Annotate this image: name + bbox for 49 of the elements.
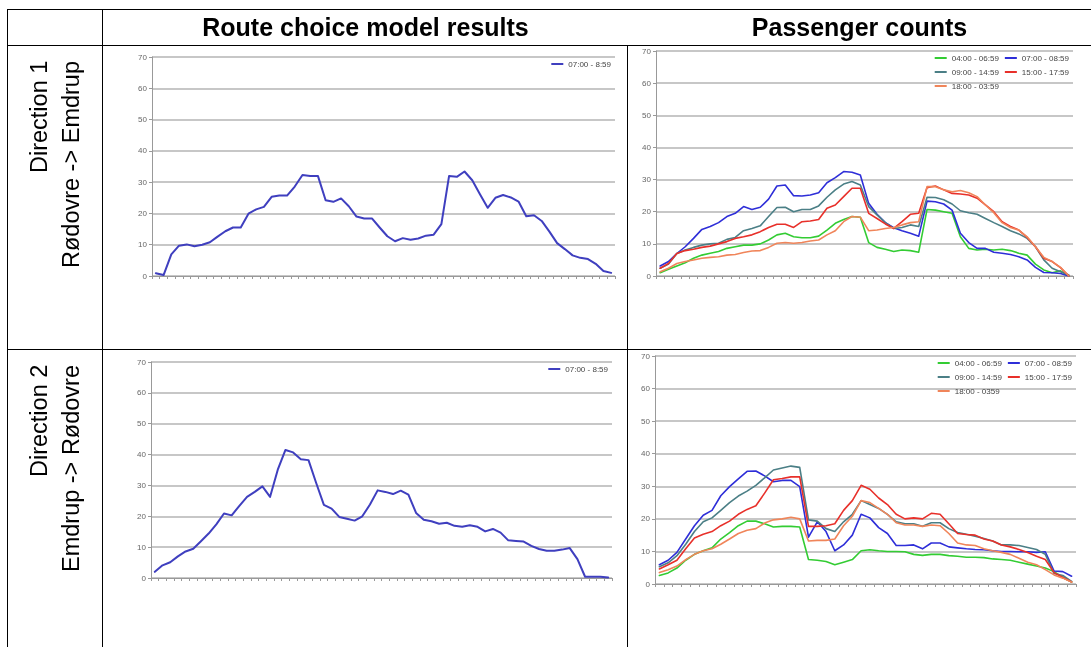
y-tick-label: 70 <box>641 351 651 361</box>
legend-label: 07:00 - 08:59 <box>1024 358 1073 368</box>
y-tick-label: 50 <box>642 110 652 120</box>
y-tick-label: 0 <box>646 271 652 281</box>
legend-label: 18:00 - 03:59 <box>951 81 1000 91</box>
y-tick-label: 70 <box>642 46 652 56</box>
y-axis-title: Direction 2 Emdrup -> Rødovre <box>25 365 85 573</box>
y-tick-label: 30 <box>642 175 652 185</box>
y-tick-label: 10 <box>641 546 651 556</box>
y-tick-label: 40 <box>642 142 652 152</box>
legend-label: 04:00 - 06:59 <box>954 358 1003 368</box>
y-tick-label: 50 <box>137 419 147 429</box>
legend-label: 07:00 - 08:59 <box>1021 53 1070 63</box>
legend-label: 15:00 - 17:59 <box>1021 67 1070 77</box>
y-tick-label: 30 <box>641 481 651 491</box>
legend-label: 15:00 - 17:59 <box>1024 372 1073 382</box>
y-tick-label: 70 <box>138 52 148 62</box>
chart-title: Route choice model results <box>202 13 529 42</box>
y-tick-label: 30 <box>138 177 148 187</box>
y-tick-label: 20 <box>641 514 651 524</box>
legend-label: 09:00 - 14:59 <box>954 372 1003 382</box>
y-tick-label: 10 <box>138 240 148 250</box>
line-series <box>658 499 1073 583</box>
y-tick-label: 10 <box>137 542 147 552</box>
legend-label: 07:00 - 8:59 <box>568 59 612 69</box>
chart-title: Passenger counts <box>751 13 968 42</box>
y-tick-label: 20 <box>137 511 147 521</box>
y-tick-label: 30 <box>137 480 147 490</box>
y-tick-label: 0 <box>142 271 148 281</box>
y-tick-label: 50 <box>138 115 148 125</box>
legend-label: 09:00 - 14:59 <box>951 67 1000 77</box>
legend-label: 04:00 - 06:59 <box>951 53 1000 63</box>
legend-label: 07:00 - 8:59 <box>565 364 609 374</box>
y-tick-label: 50 <box>641 416 651 426</box>
y-tick-label: 60 <box>138 83 148 93</box>
y-tick-label: 20 <box>642 207 652 217</box>
legend-label: 18:00 - 0359 <box>954 386 1001 396</box>
y-tick-label: 40 <box>137 450 147 460</box>
y-axis-title: Direction 1 Rødovre -> Emdrup <box>25 61 85 269</box>
y-tick-label: 20 <box>138 208 148 218</box>
y-tick-label: 60 <box>642 78 652 88</box>
y-tick-label: 60 <box>137 388 147 398</box>
y-tick-label: 60 <box>641 384 651 394</box>
y-tick-label: 0 <box>141 573 147 583</box>
y-tick-label: 70 <box>137 357 147 367</box>
y-tick-label: 40 <box>138 146 148 156</box>
y-tick-label: 0 <box>645 579 651 589</box>
y-tick-label: 10 <box>642 239 652 249</box>
y-tick-label: 40 <box>641 449 651 459</box>
